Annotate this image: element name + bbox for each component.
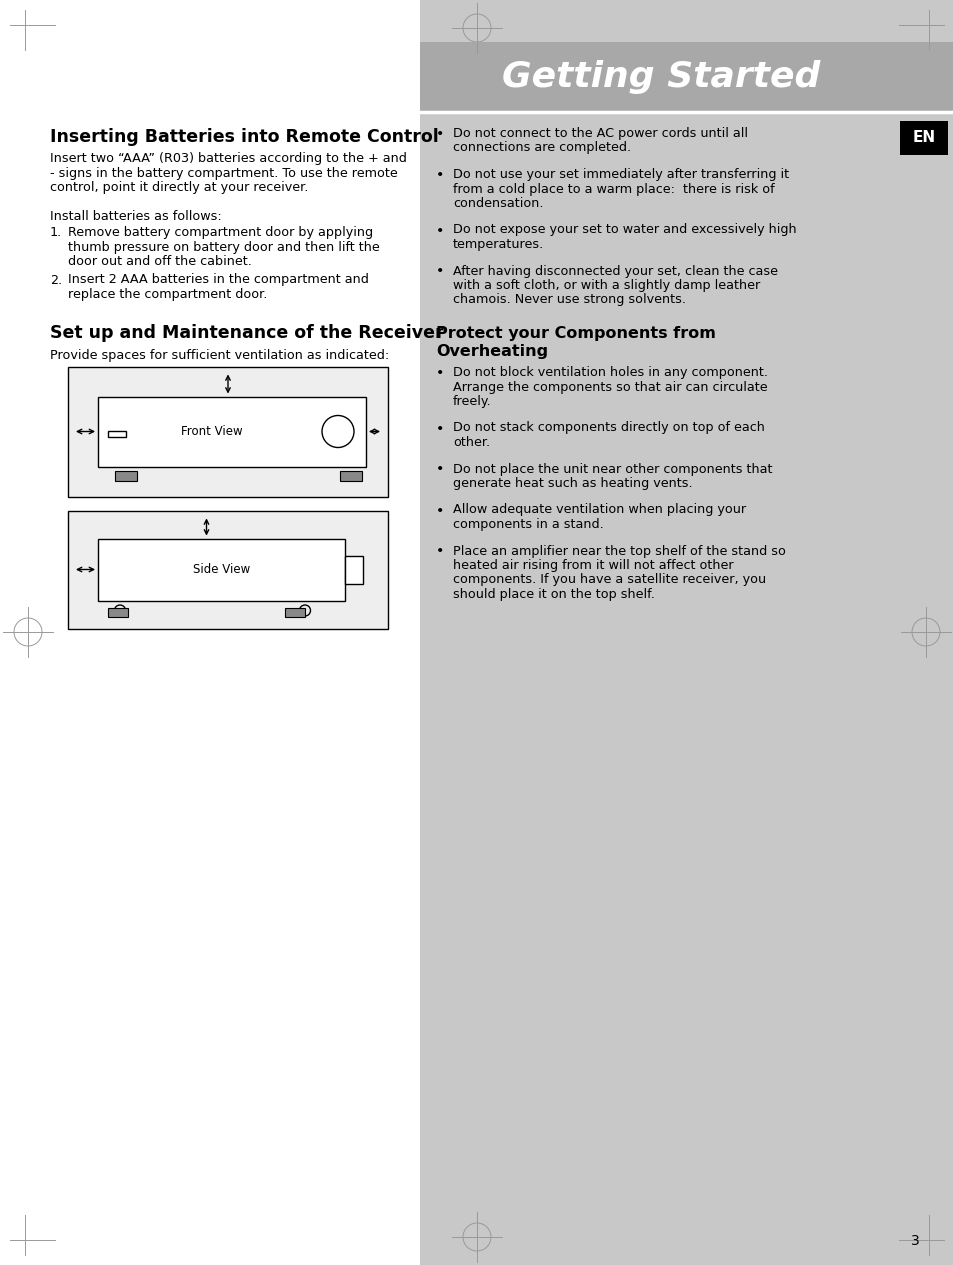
Text: •: • <box>436 421 444 435</box>
Text: •: • <box>436 503 444 517</box>
Bar <box>419 0 953 1265</box>
Text: Inserting Batteries into Remote Control: Inserting Batteries into Remote Control <box>50 128 438 145</box>
Text: Do not stack components directly on top of each: Do not stack components directly on top … <box>453 421 764 434</box>
Text: Do not block ventilation holes in any component.: Do not block ventilation holes in any co… <box>453 366 767 380</box>
Bar <box>339 471 361 481</box>
Text: connections are completed.: connections are completed. <box>453 142 631 154</box>
Bar <box>108 430 126 436</box>
Bar <box>345 555 363 583</box>
Text: Side View: Side View <box>193 563 250 576</box>
Text: Overheating: Overheating <box>436 344 548 359</box>
Text: 1.: 1. <box>50 226 62 239</box>
Text: thumb pressure on battery door and then lift the: thumb pressure on battery door and then … <box>68 240 379 253</box>
Text: Provide spaces for sufficient ventilation as indicated:: Provide spaces for sufficient ventilatio… <box>50 348 389 362</box>
Text: After having disconnected your set, clean the case: After having disconnected your set, clea… <box>453 264 778 277</box>
Text: door out and off the cabinet.: door out and off the cabinet. <box>68 256 252 268</box>
Text: EN: EN <box>911 130 935 145</box>
Text: Install batteries as follows:: Install batteries as follows: <box>50 210 221 223</box>
Text: heated air rising from it will not affect other: heated air rising from it will not affec… <box>453 559 733 572</box>
Text: Insert two “AAA” (R03) batteries according to the + and: Insert two “AAA” (R03) batteries accordi… <box>50 152 406 164</box>
Text: Set up and Maintenance of the Receiver: Set up and Maintenance of the Receiver <box>50 325 443 343</box>
Bar <box>419 42 953 113</box>
Bar <box>899 121 947 156</box>
Text: Do not expose your set to water and excessively high: Do not expose your set to water and exce… <box>453 224 796 237</box>
Text: Do not use your set immediately after transferring it: Do not use your set immediately after tr… <box>453 168 788 181</box>
Text: Do not connect to the AC power cords until all: Do not connect to the AC power cords unt… <box>453 126 747 140</box>
Bar <box>108 607 128 616</box>
Bar <box>98 396 366 467</box>
Text: other.: other. <box>453 436 490 449</box>
Text: •: • <box>436 224 444 238</box>
Text: from a cold place to a warm place:  there is risk of: from a cold place to a warm place: there… <box>453 182 774 196</box>
Text: Remove battery compartment door by applying: Remove battery compartment door by apply… <box>68 226 373 239</box>
Text: components in a stand.: components in a stand. <box>453 517 603 531</box>
Bar <box>98 539 345 601</box>
Text: replace the compartment door.: replace the compartment door. <box>68 288 267 301</box>
Text: •: • <box>436 126 444 140</box>
Text: •: • <box>436 366 444 380</box>
Text: freely.: freely. <box>453 395 491 409</box>
Text: with a soft cloth, or with a slightly damp leather: with a soft cloth, or with a slightly da… <box>453 280 760 292</box>
Text: •: • <box>436 544 444 559</box>
Text: 3: 3 <box>910 1233 919 1249</box>
Text: Getting Started: Getting Started <box>501 59 820 94</box>
Text: Protect your Components from: Protect your Components from <box>436 326 715 342</box>
Text: Arrange the components so that air can circulate: Arrange the components so that air can c… <box>453 381 767 393</box>
Text: Front View: Front View <box>181 425 243 438</box>
Text: •: • <box>436 463 444 477</box>
Text: - signs in the battery compartment. To use the remote: - signs in the battery compartment. To u… <box>50 167 397 180</box>
Text: control, point it directly at your receiver.: control, point it directly at your recei… <box>50 181 308 194</box>
Text: Allow adequate ventilation when placing your: Allow adequate ventilation when placing … <box>453 503 745 516</box>
Text: condensation.: condensation. <box>453 197 543 210</box>
Text: •: • <box>436 168 444 182</box>
Text: Place an amplifier near the top shelf of the stand so: Place an amplifier near the top shelf of… <box>453 544 785 558</box>
Text: chamois. Never use strong solvents.: chamois. Never use strong solvents. <box>453 293 685 306</box>
Text: 2.: 2. <box>50 273 62 286</box>
Text: components. If you have a satellite receiver, you: components. If you have a satellite rece… <box>453 573 765 587</box>
Text: generate heat such as heating vents.: generate heat such as heating vents. <box>453 477 692 490</box>
Bar <box>68 367 388 496</box>
Text: •: • <box>436 264 444 278</box>
Text: temperatures.: temperatures. <box>453 238 543 250</box>
Text: Do not place the unit near other components that: Do not place the unit near other compone… <box>453 463 772 476</box>
Bar <box>285 607 305 616</box>
Bar <box>68 511 388 629</box>
Text: should place it on the top shelf.: should place it on the top shelf. <box>453 588 654 601</box>
Text: Insert 2 AAA batteries in the compartment and: Insert 2 AAA batteries in the compartmen… <box>68 273 369 286</box>
Bar <box>115 471 137 481</box>
